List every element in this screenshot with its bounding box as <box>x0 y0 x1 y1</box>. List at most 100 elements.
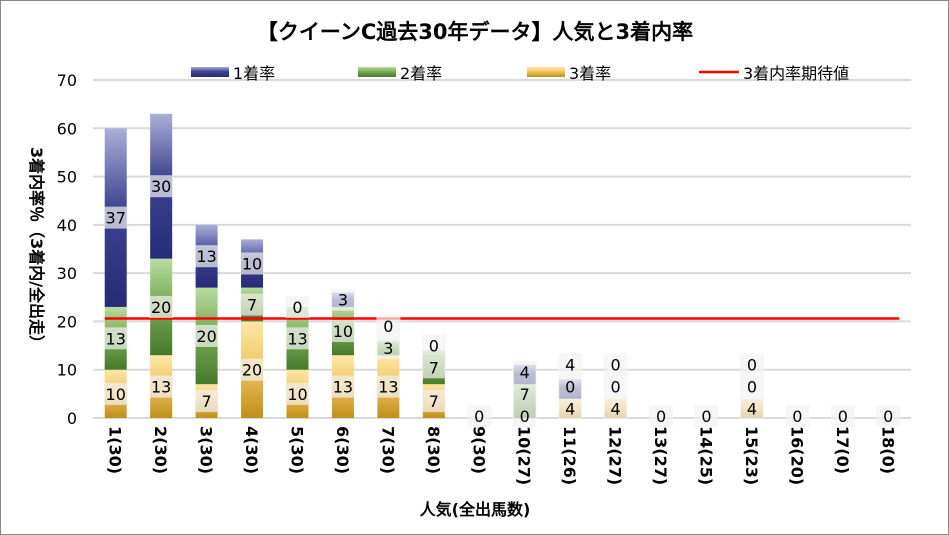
x-tick-label: 11(26) <box>560 426 579 485</box>
data-label-bg <box>876 405 901 427</box>
data-label: 4 <box>520 363 530 382</box>
x-tick-label: 14(25) <box>697 426 716 485</box>
legend-swatch <box>191 67 229 77</box>
data-label-bg <box>285 327 310 350</box>
x-tick-label: 17(0) <box>833 426 852 474</box>
data-label-bg <box>103 327 128 350</box>
x-tick-label: 9(30) <box>469 426 488 474</box>
data-label-bg <box>603 375 628 398</box>
data-label: 0 <box>565 377 575 396</box>
data-label: 7 <box>429 392 439 411</box>
data-label-bg <box>421 390 446 413</box>
data-label: 3 <box>338 291 348 310</box>
data-label-bg <box>512 405 537 427</box>
data-label: 20 <box>242 361 262 380</box>
data-label: 0 <box>883 407 893 426</box>
data-label-bg <box>149 175 174 198</box>
legend-swatch <box>527 67 565 77</box>
y-tick-label: 60 <box>57 119 77 138</box>
y-tick-label: 20 <box>57 312 77 331</box>
data-label-bg <box>739 397 764 420</box>
data-label: 7 <box>202 392 212 411</box>
data-label: 0 <box>792 407 802 426</box>
x-tick-label: 15(23) <box>742 426 761 485</box>
y-tick-label: 10 <box>57 361 77 380</box>
x-tick-label: 1(30) <box>106 426 125 474</box>
x-tick-label: 13(27) <box>651 426 670 485</box>
data-label-bg <box>603 397 628 420</box>
data-label-bg <box>421 356 446 379</box>
x-tick-label: 12(27) <box>606 426 625 485</box>
data-label-bg <box>694 405 719 427</box>
data-label: 37 <box>106 209 126 228</box>
data-label: 13 <box>196 247 216 266</box>
data-label-bg <box>785 405 810 427</box>
legend-label: 3着率 <box>569 64 611 83</box>
x-tick-label: 8(30) <box>424 426 443 474</box>
data-label: 13 <box>151 378 171 397</box>
data-label: 4 <box>565 399 575 418</box>
y-tick-label: 30 <box>57 264 77 283</box>
data-label-bg <box>467 405 492 427</box>
data-label-bg <box>194 324 219 347</box>
data-label: 0 <box>474 407 484 426</box>
data-label-bg <box>739 375 764 398</box>
y-tick-label: 0 <box>67 409 77 428</box>
data-label: 10 <box>287 385 307 404</box>
data-label: 10 <box>242 254 262 273</box>
x-tick-label: 6(30) <box>333 426 352 474</box>
data-label-bg <box>649 405 674 427</box>
data-label: 0 <box>611 355 621 374</box>
x-tick-label: 3(30) <box>197 426 216 474</box>
x-tick-label: 4(30) <box>242 426 261 474</box>
data-label: 0 <box>838 407 848 426</box>
gridlines <box>93 79 911 419</box>
y-tick-label: 40 <box>57 216 77 235</box>
data-label-bg <box>558 397 583 420</box>
data-label-bg <box>194 390 219 413</box>
data-label: 0 <box>747 355 757 374</box>
data-label-bg <box>285 382 310 405</box>
legend-label: 1着率 <box>233 64 275 83</box>
data-label-bg <box>512 383 537 405</box>
data-label: 0 <box>747 377 757 396</box>
data-label: 0 <box>520 407 530 426</box>
data-label: 0 <box>292 298 302 317</box>
data-label: 13 <box>287 329 307 348</box>
data-label: 7 <box>520 385 530 404</box>
x-tick-label: 18(0) <box>878 426 897 474</box>
x-axis-title: 人気(全出馬数) <box>420 500 531 519</box>
data-label-bg <box>103 382 128 405</box>
data-label: 0 <box>429 336 439 355</box>
data-label: 13 <box>333 378 353 397</box>
legend-label: 3着内率期待値 <box>743 64 849 83</box>
data-label-bg <box>739 353 764 376</box>
data-label-bg <box>330 320 355 343</box>
legend: 1着率 2着率 3着率 3着内率期待値 <box>191 64 849 83</box>
bars <box>104 113 763 418</box>
data-label-bg <box>376 375 401 398</box>
data-label: 10 <box>333 322 353 341</box>
data-label: 20 <box>196 327 216 346</box>
legend-swatch <box>358 67 396 77</box>
data-label-bg <box>103 206 128 229</box>
x-tick-label: 10(27) <box>515 426 534 485</box>
data-label: 0 <box>656 407 666 426</box>
data-label-bg <box>149 375 174 398</box>
y-tick-label: 70 <box>57 71 77 90</box>
x-tick-label: 5(30) <box>288 426 307 474</box>
data-label-bg <box>240 358 265 381</box>
x-tick-label: 7(30) <box>378 426 397 474</box>
data-label-bg <box>558 353 583 376</box>
data-label: 0 <box>701 407 711 426</box>
data-label-bg <box>149 295 174 318</box>
y-axis-title: 3着内率％（3着内/全出走） <box>27 147 46 351</box>
legend-label: 2着率 <box>400 64 442 83</box>
x-tick-label: 16(20) <box>787 426 806 485</box>
y-tick-labels: 0 10 20 30 40 50 60 70 <box>57 71 77 428</box>
data-label-bg <box>603 353 628 376</box>
data-label-bg <box>421 334 446 357</box>
chart-title: 【クイーンC過去30年データ】人気と3着内率 <box>257 20 693 44</box>
